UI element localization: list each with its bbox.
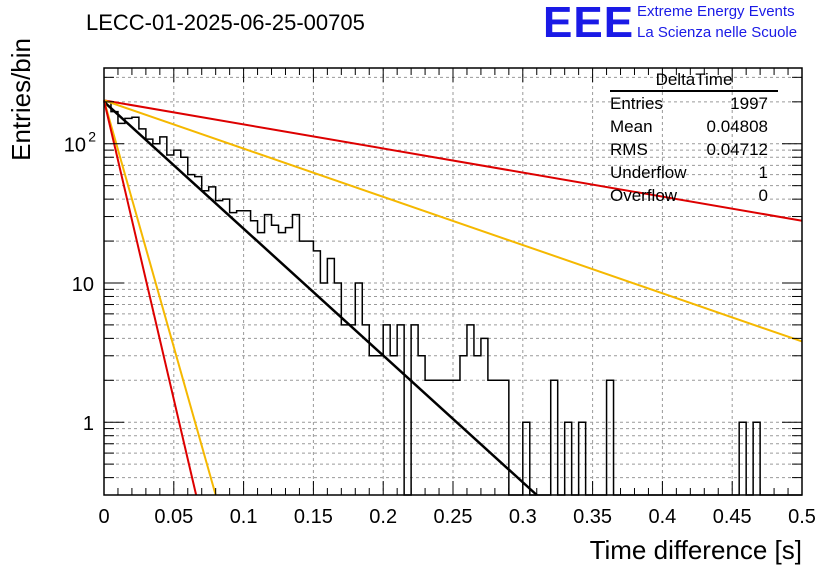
y-tick-label: 1 (83, 413, 94, 435)
red-fit-line (103, 100, 198, 496)
stats-value: 0.04712 (706, 140, 768, 159)
stats-label: Mean (610, 117, 653, 136)
x-tick-label: 0.5 (788, 506, 816, 528)
y-tick-label: 10 (72, 274, 94, 296)
stats-value: 1 (758, 163, 768, 182)
stats-title: DeltaTime (610, 70, 778, 92)
logo-line-1: Extreme Energy Events (637, 3, 795, 20)
eee-logo: EEE (543, 0, 635, 47)
x-axis-label: Time difference [s] (590, 535, 802, 565)
stats-label: Overflow (610, 186, 678, 205)
stats-box: DeltaTime Entries 1997 Mean 0.04808 RMS … (610, 70, 778, 207)
stats-row-overflow: Overflow 0 (610, 184, 778, 207)
stats-row-underflow: Underflow 1 (610, 161, 778, 184)
x-tick-label: 0.1 (230, 506, 258, 528)
chart-title: LECC-01-2025-06-25-00705 (86, 10, 365, 35)
x-tick-label: 0.35 (573, 506, 612, 528)
x-tick-label: 0.2 (369, 506, 397, 528)
stats-label: Underflow (610, 163, 687, 182)
stats-row-entries: Entries 1997 (610, 92, 778, 115)
x-tick-label: 0.15 (294, 506, 333, 528)
stats-label: Entries (610, 94, 663, 113)
orange-fit-line (103, 100, 217, 496)
stats-value: 0.04808 (706, 117, 768, 136)
y-axis-label: Entries/bin (6, 38, 36, 161)
stats-value: 0 (758, 186, 768, 205)
black-fit-line (103, 100, 538, 496)
x-tick-label: 0 (98, 506, 109, 528)
x-tick-label: 0.05 (154, 506, 193, 528)
axis-ticks (103, 68, 803, 496)
x-tick-label: 0.4 (648, 506, 676, 528)
y-tick-label: 10 (64, 135, 86, 157)
stats-value: 1997 (730, 94, 768, 113)
tick-labels: 0 0.05 0.1 0.15 0.2 0.25 0.3 0.35 0.4 0.45 0.51101… (64, 129, 816, 528)
logo-line-2: La Scienza nelle Scuole (637, 24, 798, 41)
grid-lines (104, 68, 802, 496)
x-tick-label: 0.45 (713, 506, 752, 528)
stats-row-rms: RMS 0.04712 (610, 138, 778, 161)
y-tick-exponent: 2 (88, 129, 96, 145)
stats-label: RMS (610, 140, 648, 159)
orange-fit-line (103, 99, 803, 343)
stats-row-mean: Mean 0.04808 (610, 115, 778, 138)
red-fit-line (103, 99, 803, 222)
fit-lines (103, 99, 803, 496)
x-tick-label: 0.3 (509, 506, 537, 528)
x-tick-label: 0.25 (434, 506, 473, 528)
